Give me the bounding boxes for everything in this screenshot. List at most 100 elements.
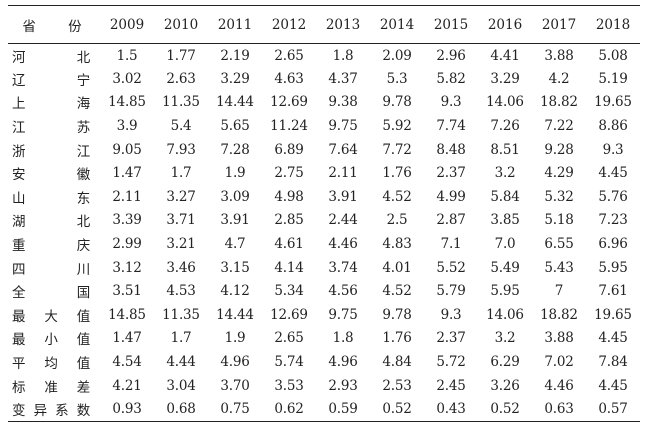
table-cell: 4.2 (548, 70, 570, 87)
table-row: 重庆 2.99 3.21 4.7 4.61 4.46 4.83 7.1 7.0 6.55 6.96 (8, 232, 640, 256)
table-cell: 9.78 (382, 306, 412, 323)
table-cell: 7.93 (166, 141, 196, 158)
table-cell: 14.06 (486, 306, 524, 323)
table-cell: 4.46 (328, 236, 358, 253)
table-cell: 2.09 (382, 47, 412, 64)
table-cell: 4.12 (220, 283, 250, 300)
table-cell: 0.93 (100, 397, 154, 422)
table-cell: 0.68 (154, 397, 208, 422)
table-cell: 5.74 (274, 354, 304, 371)
table-cell: 3.02 (112, 70, 142, 87)
year-column-header: 2013 (316, 5, 370, 44)
row-label: 重庆 (12, 238, 90, 255)
year-column-header: 2018 (586, 5, 640, 44)
table-cell: 2.93 (328, 377, 358, 394)
table-cell: 0.57 (586, 397, 640, 422)
table-cell: 5.19 (598, 70, 628, 87)
table-cell: 5.65 (220, 118, 250, 135)
table-cell: 4.56 (328, 283, 358, 300)
province-column-header: 省 份 (8, 5, 100, 44)
row-label: 河北 (12, 49, 90, 66)
table-header: 省 份 2009 2010 2011 2012 2013 2014 2015 2016 2017… (8, 5, 640, 44)
table-cell: 2.37 (436, 165, 466, 182)
row-label: 变异系数 (8, 397, 100, 422)
row-label: 辽宁 (12, 72, 90, 89)
table-cell: 3.12 (112, 259, 142, 276)
table-cell: 7.84 (598, 354, 628, 371)
table-cell: 7.74 (436, 118, 466, 135)
table-cell: 8.86 (598, 118, 628, 135)
table-cell: 3.29 (490, 70, 520, 87)
row-label: 全国 (12, 285, 90, 302)
table-cell: 7.1 (440, 236, 462, 253)
table-cell: 9.75 (328, 118, 358, 135)
table-cell: 2.37 (436, 330, 466, 347)
table-cell: 3.70 (220, 377, 250, 394)
table-row: 山东 2.11 3.27 3.09 4.98 3.91 4.52 4.99 5.84 5.32 5.… (8, 185, 640, 209)
table-cell: 5.82 (436, 70, 466, 87)
table-cell: 4.99 (436, 188, 466, 205)
table-cell: 2.75 (274, 165, 304, 182)
table-cell: 4.52 (382, 283, 412, 300)
table-cell: 3.74 (328, 259, 358, 276)
table-cell: 2.5 (386, 212, 408, 229)
table-cell: 2.96 (436, 47, 466, 64)
table-cell: 5.3 (386, 70, 408, 87)
table-cell: 18.82 (540, 94, 578, 111)
table-cell: 14.06 (486, 94, 524, 111)
table-cell: 0.59 (316, 397, 370, 422)
table-cell: 19.65 (594, 94, 632, 111)
row-label: 标准差 (12, 379, 90, 396)
table-cell: 1.8 (332, 330, 354, 347)
table-cell: 3.04 (166, 377, 196, 394)
province-data-table: 省 份 2009 2010 2011 2012 2013 2014 2015 2016 2017… (8, 5, 640, 422)
table-cell: 3.21 (166, 236, 196, 253)
table-cell: 5.95 (490, 283, 520, 300)
table-cell: 2.11 (112, 188, 142, 205)
table-row: 辽宁 3.02 2.63 3.29 4.63 4.37 5.3 5.82 3.29 4.2 5.19 (8, 67, 640, 91)
table-cell: 5.4 (170, 118, 192, 135)
table-cell: 1.7 (170, 330, 192, 347)
table-cell: 2.19 (220, 47, 250, 64)
table-cell: 18.82 (540, 306, 578, 323)
table-cell: 2.63 (166, 70, 196, 87)
table-cell: 4.61 (274, 236, 304, 253)
row-label: 四川 (12, 261, 90, 278)
table-cell: 3.88 (544, 330, 574, 347)
table-cell: 0.62 (262, 397, 316, 422)
table-row: 湖北 3.39 3.71 3.91 2.85 2.44 2.5 2.87 3.85 5.18 7.2… (8, 209, 640, 233)
year-column-header: 2010 (154, 5, 208, 44)
table-cell: 9.05 (112, 141, 142, 158)
table-cell: 3.09 (220, 188, 250, 205)
table-cell: 4.41 (490, 47, 520, 64)
table-cell: 4.63 (274, 70, 304, 87)
header-row: 省 份 2009 2010 2011 2012 2013 2014 2015 2016 2017… (8, 5, 640, 44)
table-cell: 2.99 (112, 236, 142, 253)
table-cell: 3.51 (112, 283, 142, 300)
table-cell: 1.5 (116, 47, 138, 64)
table-cell: 9.75 (328, 306, 358, 323)
table-cell: 1.77 (166, 47, 196, 64)
table-row: 最小值 1.47 1.7 1.9 2.65 1.8 1.76 2.37 3.2 3.88 4.45 (8, 327, 640, 351)
table-cell: 2.11 (328, 165, 358, 182)
table-cell: 4.52 (382, 188, 412, 205)
table-cell: 5.34 (274, 283, 304, 300)
table-cell: 5.92 (382, 118, 412, 135)
table-cell: 19.65 (594, 306, 632, 323)
table-cell: 12.69 (270, 94, 308, 111)
table-cell: 3.29 (220, 70, 250, 87)
table-cell: 1.9 (224, 330, 246, 347)
table-cell: 5.84 (490, 188, 520, 205)
table-cell: 5.49 (490, 259, 520, 276)
table-cell: 4.14 (274, 259, 304, 276)
table-cell: 0.52 (478, 397, 532, 422)
row-label: 平均值 (12, 356, 90, 373)
table-cell: 9.78 (382, 94, 412, 111)
table-cell: 7.61 (598, 283, 628, 300)
table-cell: 4.98 (274, 188, 304, 205)
year-column-header: 2016 (478, 5, 532, 44)
table-cell: 7.22 (544, 118, 574, 135)
row-label: 山东 (12, 190, 90, 207)
table-cell: 4.45 (598, 377, 628, 394)
table-row: 上海 14.85 11.35 14.44 12.69 9.38 9.78 9.3 14.06 18… (8, 91, 640, 115)
